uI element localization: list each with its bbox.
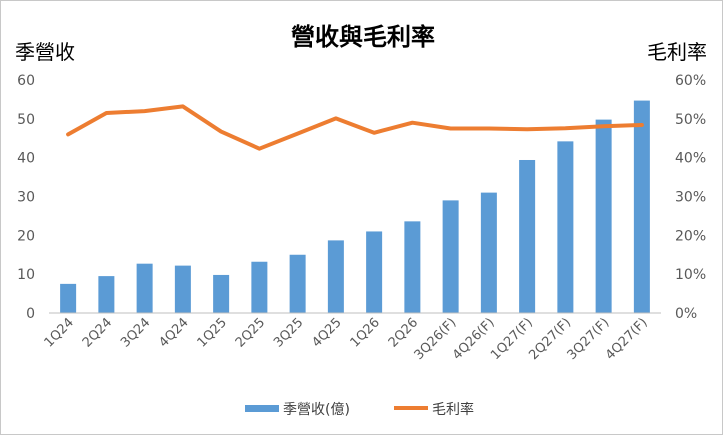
- revenue-bar: [557, 141, 574, 313]
- revenue-bar: [213, 274, 230, 313]
- x-tick-label: 2Q24: [80, 315, 115, 350]
- y-tick-right: 20%: [675, 228, 706, 244]
- y-tick-left: 0: [26, 306, 35, 322]
- x-tick-label: 1Q25: [195, 315, 230, 350]
- left-axis-title: 季營收: [15, 40, 75, 64]
- revenue-bar: [595, 119, 612, 313]
- x-tick-label: 4Q25: [309, 315, 344, 350]
- y-tick-left: 20: [17, 228, 35, 244]
- x-tick-label: 1Q24: [42, 315, 77, 350]
- revenue-bar: [633, 100, 650, 313]
- y-tick-left: 30: [17, 190, 35, 206]
- revenue-bar: [519, 159, 536, 313]
- y-tick-right: 40%: [675, 151, 706, 167]
- revenue-bar: [366, 231, 383, 313]
- x-tick-label: 3Q24: [118, 315, 153, 350]
- x-tick-label: 3Q25: [271, 315, 306, 350]
- revenue-bar: [98, 276, 115, 313]
- x-tick-label: 1Q26: [348, 315, 383, 350]
- y-tick-right: 60%: [675, 73, 706, 89]
- y-tick-left: 10: [17, 267, 35, 283]
- legend: 季營收(億) 毛利率: [245, 401, 474, 418]
- revenue-bar: [60, 283, 77, 313]
- x-tick-label: 2Q25: [233, 315, 268, 350]
- y-tick-right: 50%: [675, 112, 706, 128]
- x-tick-label: 2Q26: [386, 315, 421, 350]
- y-tick-right: 0%: [675, 306, 697, 322]
- margin-line: [66, 104, 644, 151]
- legend-swatch-revenue: [245, 405, 279, 412]
- revenue-bar: [327, 240, 344, 313]
- revenue-bar: [442, 200, 459, 313]
- right-axis-title: 毛利率: [647, 40, 707, 64]
- revenue-bar: [174, 265, 191, 313]
- x-tick-label: 4Q27(F): [603, 315, 651, 363]
- y-tick-right: 30%: [675, 190, 706, 206]
- x-tick-label: 4Q24: [156, 315, 191, 350]
- legend-label-revenue: 季營收(億): [283, 402, 350, 418]
- y-tick-right: 10%: [675, 267, 706, 283]
- revenue-bar: [136, 263, 153, 313]
- y-tick-left: 60: [17, 73, 35, 89]
- y-tick-left: 40: [17, 151, 35, 167]
- revenue-bar: [480, 192, 497, 313]
- legend-label-margin: 毛利率: [432, 401, 474, 418]
- y-tick-left: 50: [17, 112, 35, 128]
- chart-title: 營收與毛利率: [291, 23, 435, 51]
- revenue-bar: [251, 261, 268, 313]
- revenue-bar: [404, 221, 421, 313]
- revenue-bar: [289, 254, 306, 313]
